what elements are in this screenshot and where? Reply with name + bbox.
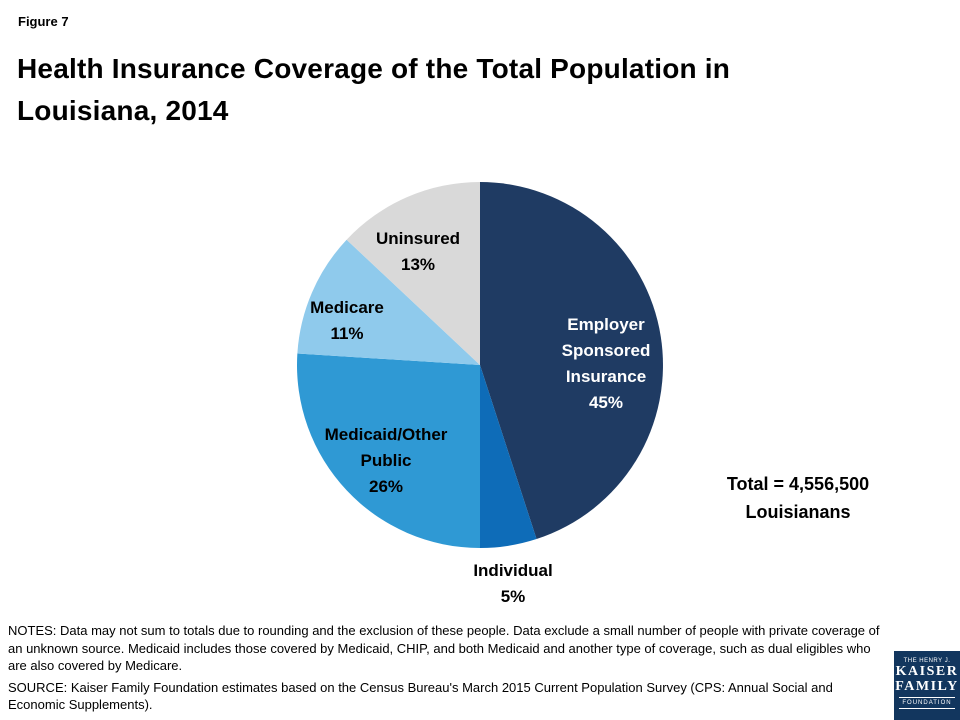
total-label-line2: Louisianans <box>745 502 851 522</box>
pie-slice-medicare <box>297 239 480 365</box>
kff-logo-kaiser: KAISER <box>895 664 959 679</box>
footnotes: NOTES: Data may not sum to totals due to… <box>8 622 888 714</box>
kff-logo-henry: THE HENRY J. <box>903 658 951 664</box>
page-title-line2: Louisiana, 2014 <box>17 95 229 126</box>
kff-logo-foundation: FOUNDATION <box>899 697 955 709</box>
figure-label: Figure 7 <box>18 14 69 29</box>
pie-slice-individual <box>480 365 537 548</box>
pie-slice-medicaid-other-public <box>296 353 480 548</box>
kff-logo: THE HENRY J. KAISER FAMILY FOUNDATION <box>894 651 960 720</box>
page-title: Health Insurance Coverage of the Total P… <box>17 48 730 132</box>
total-label: Total = 4,556,500 Louisianans <box>698 470 898 526</box>
pie-label-individual: Individual 5% <box>473 561 553 606</box>
notes-text: NOTES: Data may not sum to totals due to… <box>8 623 880 673</box>
page-title-line1: Health Insurance Coverage of the Total P… <box>17 53 731 84</box>
pie-slice-uninsured <box>346 182 480 365</box>
pie-slice-employer-sponsored-insurance <box>480 182 663 540</box>
source-text: SOURCE: Kaiser Family Foundation estimat… <box>8 679 833 713</box>
kff-logo-family: FAMILY <box>895 679 959 694</box>
total-label-line1: Total = 4,556,500 <box>726 474 870 494</box>
pie-chart <box>296 182 663 548</box>
